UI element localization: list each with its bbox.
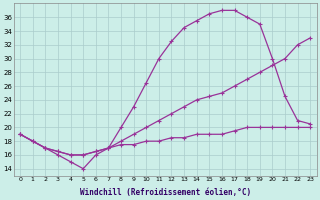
X-axis label: Windchill (Refroidissement éolien,°C): Windchill (Refroidissement éolien,°C) (80, 188, 251, 197)
